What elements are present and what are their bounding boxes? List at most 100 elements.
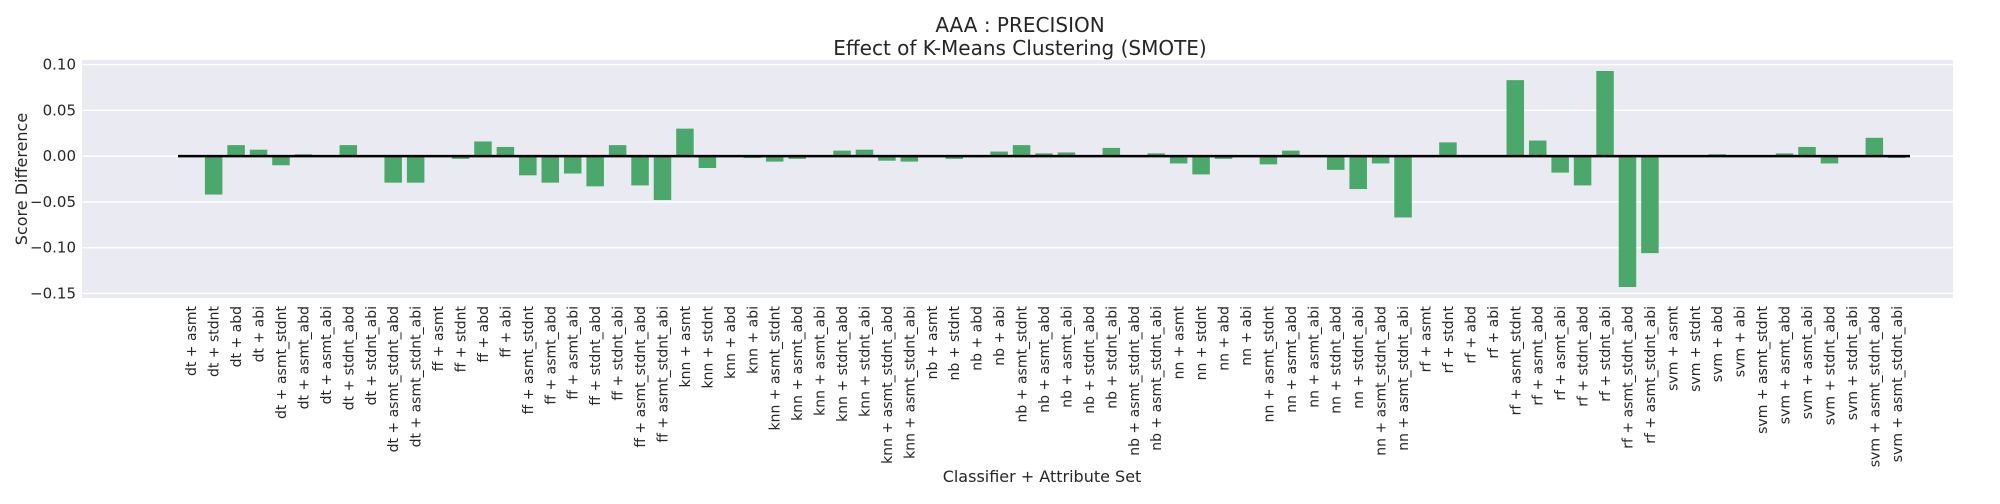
- bar: [1775, 153, 1794, 157]
- x-tick-label: nn + asmt_abd: [1284, 306, 1300, 413]
- y-tick-label: 0.10: [43, 56, 76, 74]
- x-tick-label: nn + asmt_abi: [1306, 306, 1322, 408]
- x-tick-label: ff + stdnt_abi: [611, 306, 627, 401]
- x-tick-label: nb + abi: [992, 306, 1008, 366]
- x-tick-label: ff + stdnt: [454, 305, 470, 372]
- x-tick-label: rf + asmt_abd: [1531, 306, 1547, 406]
- x-tick-label: knn + abi: [745, 306, 761, 374]
- x-tick-label: rf + abd: [1463, 306, 1479, 364]
- x-tick-label: dt + stdnt_abi: [364, 306, 380, 405]
- bar: [765, 156, 784, 162]
- chart-subtitle: Effect of K-Means Clustering (SMOTE): [833, 36, 1206, 60]
- x-tick-label: nn + stdnt_abd: [1329, 306, 1345, 414]
- bar: [608, 145, 627, 157]
- x-tick-label: nb + asmt_stdnt: [1015, 306, 1031, 423]
- x-tick-label: nn + asmt_stdnt_abd: [1374, 306, 1390, 456]
- bar: [1259, 156, 1278, 165]
- bar: [586, 156, 604, 187]
- bar: [227, 145, 245, 157]
- x-tick-label: rf + stdnt_abd: [1576, 306, 1592, 407]
- x-axis-label: Classifier + Attribute Set: [943, 467, 1142, 486]
- bar: [653, 156, 672, 201]
- x-tick-label: nb + stdnt_abi: [1104, 306, 1120, 409]
- x-tick-label: rf + asmt_stdnt: [1508, 306, 1524, 416]
- bar: [1102, 147, 1121, 157]
- x-tick-label: knn + asmt_abi: [813, 306, 829, 416]
- x-tick-label: nn + abd: [1217, 306, 1233, 371]
- bar: [945, 156, 963, 159]
- bar: [1282, 150, 1300, 157]
- bar: [1573, 156, 1592, 186]
- bar: [1506, 80, 1525, 157]
- y-tick-label: −0.05: [30, 193, 76, 211]
- x-tick-label: nb + asmt: [925, 305, 941, 379]
- bar: [1618, 156, 1637, 288]
- x-tick-label: nb + stdnt: [947, 306, 963, 381]
- bar: [1349, 156, 1367, 190]
- y-tick-label: 0.00: [43, 147, 76, 165]
- x-tick-label: nb + asmt_stdnt_abi: [1149, 306, 1165, 451]
- bar: [384, 156, 402, 183]
- bar: [1147, 153, 1165, 157]
- bar: [631, 156, 649, 186]
- x-tick-label: svm + asmt: [1665, 306, 1681, 391]
- x-tick-label: rf + asmt_abi: [1553, 306, 1569, 401]
- x-tick-label: nb + asmt_abi: [1059, 306, 1075, 408]
- x-tick-label: dt + abd: [229, 306, 245, 367]
- bar: [990, 151, 1008, 157]
- x-tick-label: ff + abd: [476, 306, 492, 363]
- bar: [788, 156, 806, 159]
- bar: [204, 156, 223, 195]
- bar: [878, 156, 896, 161]
- x-tick-label: ff + asmt_abi: [566, 306, 582, 400]
- y-tick-labels: 0.10 0.05 0.00 −0.05 −0.10 −0.15: [30, 56, 76, 303]
- x-tick-label: nn + asmt: [1172, 306, 1188, 380]
- bar: [249, 149, 268, 157]
- y-axis-label: Score Difference: [12, 113, 31, 245]
- x-tick-label: nn + asmt_stdnt: [1261, 306, 1277, 423]
- bar: [1012, 145, 1031, 157]
- bar: [676, 128, 694, 157]
- x-tick-label: nn + abi: [1239, 306, 1255, 366]
- x-tick-label: rf + asmt_stdnt_abd: [1620, 306, 1636, 449]
- x-tick-label: nb + stdnt_abd: [1082, 306, 1098, 414]
- bar: [1169, 156, 1188, 164]
- x-tick-label: ff + asmt_abd: [543, 306, 559, 405]
- x-tick-label: dt + asmt_stdnt_abi: [409, 306, 425, 447]
- x-tick-label: nb + asmt_abd: [1037, 306, 1053, 413]
- x-tick-label: dt + abi: [252, 306, 268, 362]
- bar: [833, 150, 851, 157]
- x-tick-label: ff + asmt_stdnt_abd: [633, 306, 649, 448]
- bar: [1439, 142, 1457, 157]
- plot-area: [82, 60, 1953, 298]
- x-tick-label: knn + asmt_stdnt_abd: [880, 306, 896, 464]
- x-tick-label: svm + asmt_abi: [1800, 306, 1816, 419]
- bar: [1192, 156, 1210, 175]
- bar: [1798, 146, 1816, 157]
- x-tick-label: dt + asmt_stdnt: [274, 305, 290, 419]
- chart-title: AAA : PRECISION: [935, 13, 1104, 37]
- x-tick-label: dt + asmt: [184, 305, 200, 376]
- bar: [855, 149, 874, 157]
- x-tick-label: nb + abd: [970, 306, 986, 371]
- bar: [1551, 156, 1569, 173]
- bar: [272, 156, 290, 166]
- y-tick-label: −0.15: [30, 284, 76, 302]
- x-tick-label: svm + asmt_stdnt_abd: [1867, 306, 1883, 467]
- bar: [1057, 152, 1076, 157]
- x-tick-label: svm + stdnt_abd: [1822, 306, 1838, 425]
- x-tick-label: svm + stdnt_abi: [1845, 306, 1861, 420]
- x-tick-label: rf + abi: [1486, 306, 1502, 359]
- bar: [1394, 156, 1412, 218]
- bar: [541, 156, 560, 183]
- x-tick-label: nn + asmt_stdnt_abi: [1396, 306, 1412, 451]
- x-tick-label: ff + asmt_stdnt: [521, 305, 537, 414]
- x-tick-label: knn + stdnt_abi: [857, 306, 873, 417]
- bar: [451, 156, 470, 159]
- x-tick-label: rf + asmt_stdnt_abi: [1643, 306, 1659, 444]
- y-tick-label: −0.10: [30, 239, 76, 257]
- x-tick-label: svm + asmt_stdnt: [1755, 306, 1771, 434]
- x-tick-label: nn + stdnt: [1194, 306, 1210, 381]
- x-tick-label: knn + asmt_stdnt: [768, 306, 784, 431]
